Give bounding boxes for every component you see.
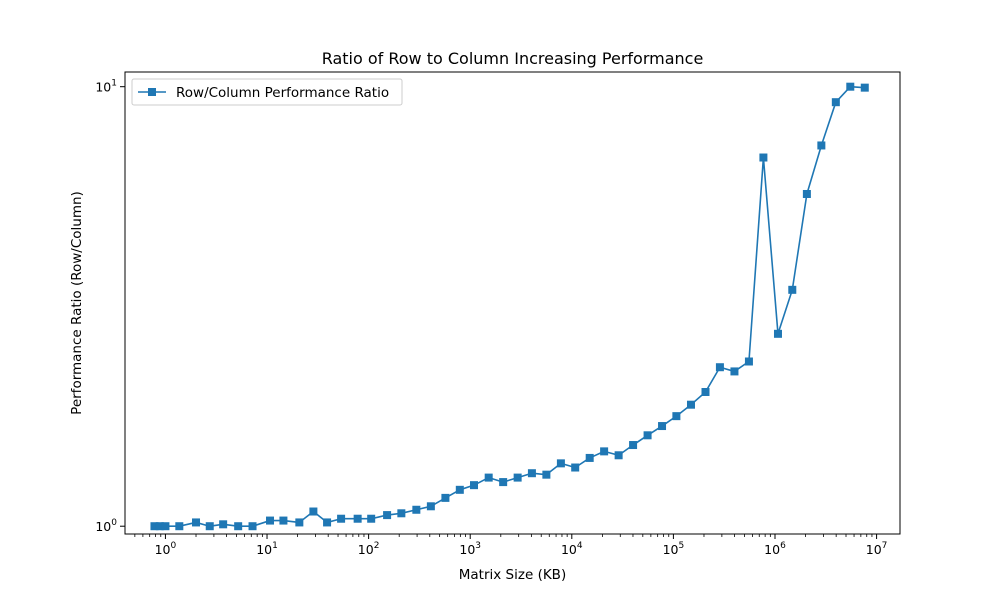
data-point-marker [412, 505, 421, 514]
data-point-marker [701, 388, 710, 396]
data-point-marker [658, 422, 667, 431]
y-axis-label: Performance Ratio (Row/Column) [69, 191, 85, 415]
data-point-marker [248, 522, 257, 531]
data-point-marker [150, 522, 159, 531]
data-point-marker [484, 473, 493, 482]
data-point-marker [367, 514, 376, 523]
data-point-marker [155, 522, 164, 531]
y-axis-ticks: 100 101 [95, 79, 125, 534]
data-point-marker [455, 485, 464, 494]
data-point-marker [323, 518, 332, 527]
data-point-marker [744, 357, 753, 366]
data-point-marker [295, 518, 304, 527]
x-tick-label: 102 [358, 541, 380, 557]
data-point-marker [397, 509, 406, 518]
data-point-marker [629, 441, 638, 450]
data-point-marker [846, 82, 855, 91]
data-point-marker [556, 459, 565, 468]
x-tick-label: 106 [764, 541, 786, 557]
data-layer [150, 82, 869, 531]
data-point-marker [219, 520, 228, 529]
data-point-marker [192, 518, 201, 527]
data-point-marker [205, 522, 214, 531]
data-point-marker [513, 473, 522, 482]
x-tick-label: 104 [561, 541, 583, 557]
data-point-marker [600, 447, 609, 456]
chart-title: Ratio of Row to Column Increasing Perfor… [322, 49, 704, 68]
data-point-marker [470, 481, 479, 490]
legend: Row/Column Performance Ratio [131, 78, 403, 106]
data-point-marker [527, 469, 536, 478]
data-point-marker [234, 522, 243, 531]
legend-series-label: Row/Column Performance Ratio [176, 85, 389, 101]
x-tick-label: 100 [155, 541, 177, 557]
data-point-marker [571, 463, 580, 472]
data-point-marker [353, 514, 362, 523]
data-point-marker [441, 493, 450, 502]
plot-area [125, 72, 900, 534]
x-tick-label: 103 [459, 541, 481, 557]
data-point-marker [309, 507, 318, 516]
data-point-marker [759, 153, 768, 162]
data-point-marker [585, 453, 594, 462]
data-point-marker [672, 412, 681, 421]
data-point-marker [686, 400, 695, 409]
data-point-marker [337, 514, 346, 523]
data-point-marker [817, 141, 826, 150]
x-tick-label: 105 [663, 541, 685, 557]
legend-box [131, 78, 403, 106]
data-point-marker [175, 522, 184, 531]
data-point-marker [383, 511, 392, 520]
data-point-marker [542, 470, 551, 479]
data-point-marker [860, 83, 869, 92]
y-tick-label: 100 [95, 518, 117, 534]
data-point-marker [773, 329, 782, 338]
data-point-marker [788, 285, 797, 294]
legend-marker-swatch [148, 88, 156, 96]
data-point-marker [161, 522, 170, 531]
data-point-marker [802, 189, 811, 198]
y-tick-label: 101 [95, 79, 117, 95]
data-point-marker [499, 478, 508, 487]
data-point-marker [643, 431, 652, 440]
data-point-marker [614, 451, 623, 460]
x-axis-ticks: 100 101 102 103 104 105 106 107 [134, 534, 888, 557]
data-point-marker [715, 363, 724, 372]
data-point-marker [279, 516, 288, 525]
plot-frame [124, 71, 901, 535]
x-tick-label: 101 [256, 541, 278, 557]
data-point-marker [266, 516, 275, 525]
data-point-marker [831, 98, 840, 107]
data-point-marker [730, 367, 739, 376]
x-axis-label: Matrix Size (KB) [459, 567, 566, 583]
x-tick-label: 107 [866, 541, 888, 557]
data-point-marker [426, 502, 435, 511]
